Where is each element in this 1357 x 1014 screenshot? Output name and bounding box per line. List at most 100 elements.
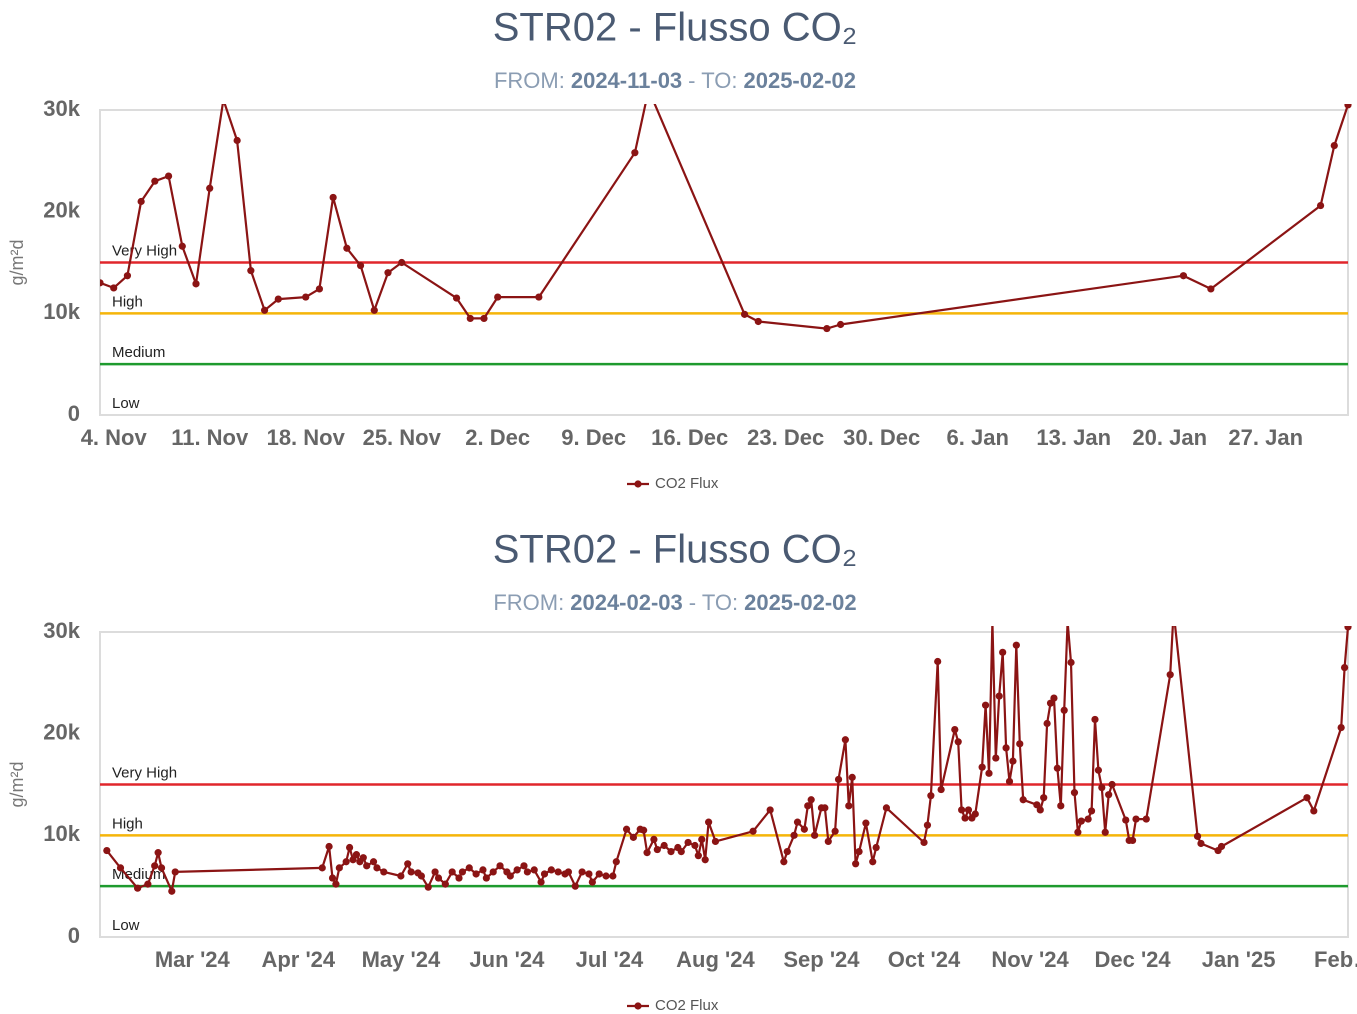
- legend-marker: [634, 480, 642, 488]
- data-point: [958, 806, 966, 814]
- data-point: [631, 149, 639, 157]
- data-point: [404, 860, 412, 868]
- data-point: [923, 821, 932, 829]
- x-tick-label: Dec '24: [1094, 947, 1171, 972]
- data-point: [480, 314, 488, 323]
- data-point: [1016, 740, 1024, 748]
- data-point: [981, 701, 990, 709]
- data-point: [380, 868, 388, 876]
- data-point: [1105, 791, 1113, 799]
- data-point: [1009, 757, 1017, 765]
- y-tick-label: 10k: [43, 821, 80, 846]
- series-group: [100, 104, 1352, 333]
- data-point: [609, 872, 617, 880]
- data-point: [397, 872, 405, 880]
- data-point: [1217, 842, 1226, 851]
- data-point: [1303, 794, 1311, 802]
- data-point: [363, 862, 371, 870]
- data-point: [1084, 815, 1092, 823]
- y-tick-label: 0: [68, 401, 80, 426]
- x-tick-label: Oct '24: [888, 947, 961, 972]
- data-point: [862, 819, 870, 827]
- y-axis-label: g/m²d: [7, 239, 27, 285]
- data-point: [1170, 608, 1177, 615]
- data-point: [1053, 764, 1061, 772]
- data-point: [978, 763, 986, 771]
- data-point: [995, 692, 1003, 700]
- data-point: [1019, 796, 1027, 804]
- y-tick-label: 20k: [43, 197, 80, 222]
- data-point: [629, 833, 637, 841]
- x-tick-label: Mar '24: [155, 947, 231, 972]
- subtitle-part: - TO:: [688, 68, 737, 93]
- x-tick-label: 6. Jan: [947, 425, 1009, 450]
- data-point: [343, 244, 351, 252]
- data-point: [547, 866, 555, 874]
- data-point: [359, 854, 367, 862]
- data-point: [370, 306, 378, 314]
- data-point: [1091, 715, 1099, 724]
- data-point: [137, 197, 145, 206]
- data-point: [845, 802, 853, 810]
- x-tick-label: 2. Dec: [465, 425, 530, 450]
- data-point: [1012, 641, 1020, 649]
- data-point: [698, 835, 706, 844]
- data-point: [329, 193, 337, 202]
- x-tick-label: 23. Dec: [747, 425, 824, 450]
- data-point: [1316, 201, 1325, 210]
- data-point: [1193, 832, 1202, 840]
- x-tick-label: 20. Jan: [1132, 425, 1207, 450]
- plot-line-label: Low: [112, 917, 140, 934]
- legend-label: CO2 Flux: [655, 475, 719, 492]
- data-point: [811, 831, 819, 839]
- x-tick-label: 4. Nov: [81, 425, 148, 450]
- data-point: [964, 806, 973, 814]
- data-point: [506, 872, 514, 880]
- series-line: [105, 626, 1350, 893]
- series-group: [103, 608, 1352, 895]
- plot-line-label: Low: [112, 395, 140, 412]
- data-point: [667, 848, 675, 856]
- data-point: [1330, 141, 1338, 150]
- data-point: [660, 841, 668, 850]
- data-point: [640, 826, 648, 834]
- data-point: [448, 868, 456, 876]
- data-point: [1179, 272, 1188, 280]
- data-point: [1197, 839, 1205, 848]
- data-point: [151, 862, 159, 870]
- data-point: [992, 754, 1000, 762]
- data-point: [384, 269, 392, 277]
- data-point: [780, 858, 788, 866]
- data-point: [434, 874, 443, 882]
- data-point: [171, 868, 179, 876]
- data-point: [465, 864, 473, 872]
- data-point: [151, 177, 159, 185]
- data-point: [677, 848, 685, 856]
- data-point: [1087, 807, 1096, 815]
- data-point: [740, 310, 749, 318]
- x-tick-label: Jul '24: [576, 947, 644, 972]
- data-point: [349, 856, 357, 864]
- data-point: [937, 785, 945, 794]
- data-point: [1166, 671, 1174, 679]
- data-point: [1057, 802, 1065, 810]
- y-tick-label: 30k: [43, 618, 80, 643]
- plot-line-label: High: [112, 815, 143, 832]
- data-point: [407, 868, 415, 876]
- x-tick-label: 13. Jan: [1036, 425, 1111, 450]
- data-point: [513, 866, 521, 874]
- x-tick-label: 18. Nov: [267, 425, 346, 450]
- data-point: [1132, 815, 1140, 823]
- subtitle-part: 2025-02-02: [744, 590, 857, 615]
- data-point: [1094, 766, 1102, 774]
- x-tick-label: 27. Jan: [1228, 425, 1303, 450]
- data-point: [1064, 618, 1071, 625]
- data-point: [335, 864, 343, 872]
- data-point: [821, 804, 829, 812]
- data-point: [1036, 806, 1044, 814]
- data-point: [807, 796, 815, 804]
- data-point: [431, 868, 439, 876]
- data-point: [424, 883, 432, 891]
- data-point: [1050, 694, 1058, 702]
